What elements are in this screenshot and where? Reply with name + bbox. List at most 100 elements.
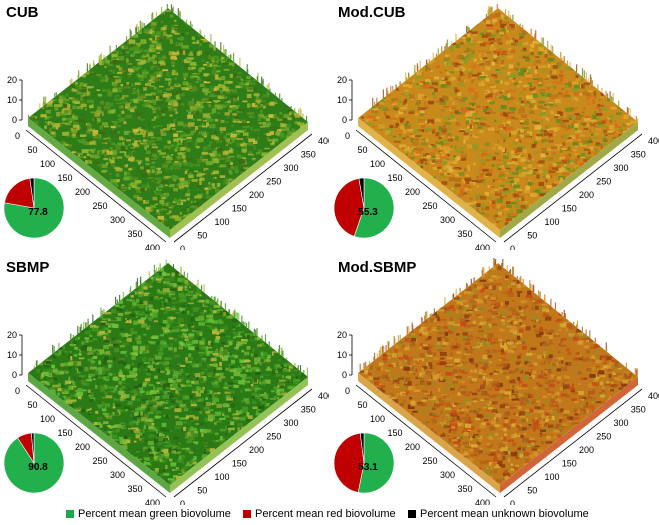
- pie-slice-unknown: [359, 432, 365, 464]
- left-axis-tick-label: 0: [345, 131, 350, 141]
- z-tick-label: 0: [12, 370, 17, 380]
- pie-value-label: 55.3: [358, 207, 378, 218]
- right-axis-tick-label: 150: [562, 459, 577, 469]
- right-axis-tick-label: 350: [631, 150, 646, 160]
- left-axis-tick-label: 350: [127, 229, 142, 239]
- right-axis-tick-label: 400: [648, 136, 659, 146]
- left-axis-tick-label: 350: [457, 484, 472, 494]
- left-axis-tick-label: 150: [387, 428, 402, 438]
- right-axis-tick-label: 0: [180, 499, 185, 505]
- left-axis-tick-label: 400: [475, 498, 490, 505]
- right-axis-tick-label: 250: [596, 177, 611, 187]
- pie-slice-green: [357, 432, 395, 494]
- panel-cub: CUB 20 10 0 0 50 100 150 200 250 300 350 400 0 50 100 1…: [0, 0, 329, 250]
- texture-surface: [28, 263, 308, 485]
- right-axis-tick-label: 200: [579, 445, 594, 455]
- left-axis-tick-label: 200: [405, 442, 420, 452]
- biovolume-pie: 55.3: [333, 177, 395, 239]
- texture-surface: [358, 263, 638, 485]
- right-axis-tick-label: 350: [301, 150, 316, 160]
- left-axis-tick-label: 350: [457, 229, 472, 239]
- pie-value-label: 53.1: [358, 462, 378, 473]
- left-axis-tick-label: 250: [92, 201, 107, 211]
- legend-swatch-green: [66, 510, 74, 518]
- slab-edge-right: [500, 377, 638, 493]
- left-axis-tick-label: 100: [370, 414, 385, 424]
- right-axis-tick-label: 350: [631, 405, 646, 415]
- pie-slice-red: [333, 432, 365, 493]
- right-axis-tick-label: 150: [232, 459, 247, 469]
- biovolume-pie: 77.8: [3, 177, 65, 239]
- panel-mod-sbmp: Mod.SBMP 20 10 0 0 50 100 150 200 250 300 350 400 0 5…: [330, 255, 659, 505]
- left-axis-tick-label: 400: [145, 243, 160, 250]
- z-tick-label: 10: [7, 350, 17, 360]
- left-axis-tick-label: 200: [75, 187, 90, 197]
- left-axis-tick-label: 0: [345, 386, 350, 396]
- right-axis-tick-label: 50: [527, 486, 537, 496]
- right-axis-tick-label: 300: [284, 163, 299, 173]
- left-axis-tick-label: 100: [40, 414, 55, 424]
- z-tick-label: 0: [342, 115, 347, 125]
- right-axis-tick-label: 250: [266, 432, 281, 442]
- pie-value-label: 77.8: [28, 207, 48, 218]
- right-axis-tick-label: 200: [249, 445, 264, 455]
- biovolume-pie: 90.8: [3, 432, 65, 494]
- left-axis-tick-label: 400: [145, 498, 160, 505]
- z-tick-label: 20: [337, 75, 347, 85]
- left-axis-tick-label: 300: [110, 470, 125, 480]
- panel-title: SBMP: [6, 259, 50, 276]
- pie-slice-red: [4, 177, 35, 209]
- panel-title: CUB: [6, 4, 39, 21]
- left-axis-tick-label: 250: [422, 201, 437, 211]
- z-tick-label: 0: [342, 370, 347, 380]
- pie-slice-unknown: [358, 177, 365, 209]
- slab-edge-left: [28, 373, 170, 493]
- pie-slice-unknown: [31, 432, 35, 464]
- legend-item-red: Percent mean red biovolume: [243, 508, 396, 520]
- right-axis-tick-label: 0: [510, 244, 515, 250]
- z-tick-label: 10: [337, 350, 347, 360]
- right-axis-tick-label: 250: [266, 177, 281, 187]
- left-axis-tick-label: 200: [75, 442, 90, 452]
- left-axis-tick-label: 150: [57, 428, 72, 438]
- biovolume-pie: 53.1: [333, 432, 395, 494]
- right-axis-tick-label: 250: [596, 432, 611, 442]
- slab-edge-left: [28, 118, 170, 238]
- pie-slice-red: [333, 178, 365, 237]
- left-axis-tick-label: 250: [92, 456, 107, 466]
- right-axis-tick-label: 400: [318, 136, 329, 146]
- right-axis-tick-label: 0: [510, 499, 515, 505]
- right-axis-tick-label: 200: [249, 190, 264, 200]
- left-axis-tick-label: 50: [357, 145, 367, 155]
- right-axis-tick-label: 100: [545, 472, 560, 482]
- left-axis-tick-label: 300: [440, 470, 455, 480]
- z-tick-label: 0: [12, 115, 17, 125]
- right-axis-tick-label: 350: [301, 405, 316, 415]
- right-axis-tick-label: 100: [545, 217, 560, 227]
- right-axis-tick-label: 50: [527, 231, 537, 241]
- right-axis-tick-label: 300: [614, 163, 629, 173]
- right-axis-tick-label: 100: [215, 217, 230, 227]
- z-tick-label: 20: [7, 75, 17, 85]
- left-axis-tick-label: 50: [27, 145, 37, 155]
- legend-label: Percent mean red biovolume: [255, 508, 396, 520]
- pie-value-label: 90.8: [28, 462, 48, 473]
- z-tick-label: 10: [7, 95, 17, 105]
- panel-title: Mod.SBMP: [338, 259, 417, 276]
- left-axis-tick-label: 400: [475, 243, 490, 250]
- right-axis-tick-label: 400: [318, 391, 329, 401]
- legend-swatch-unknown: [408, 510, 416, 518]
- panel-mod-cub: Mod.CUB 20 10 0 0 50 100 150 200 250 300 350 400 0 50…: [330, 0, 659, 250]
- right-axis-tick-label: 0: [180, 244, 185, 250]
- texture-surface: [28, 8, 308, 230]
- left-axis-tick-label: 50: [357, 400, 367, 410]
- left-axis-tick-label: 200: [405, 187, 420, 197]
- left-axis-tick-label: 100: [370, 159, 385, 169]
